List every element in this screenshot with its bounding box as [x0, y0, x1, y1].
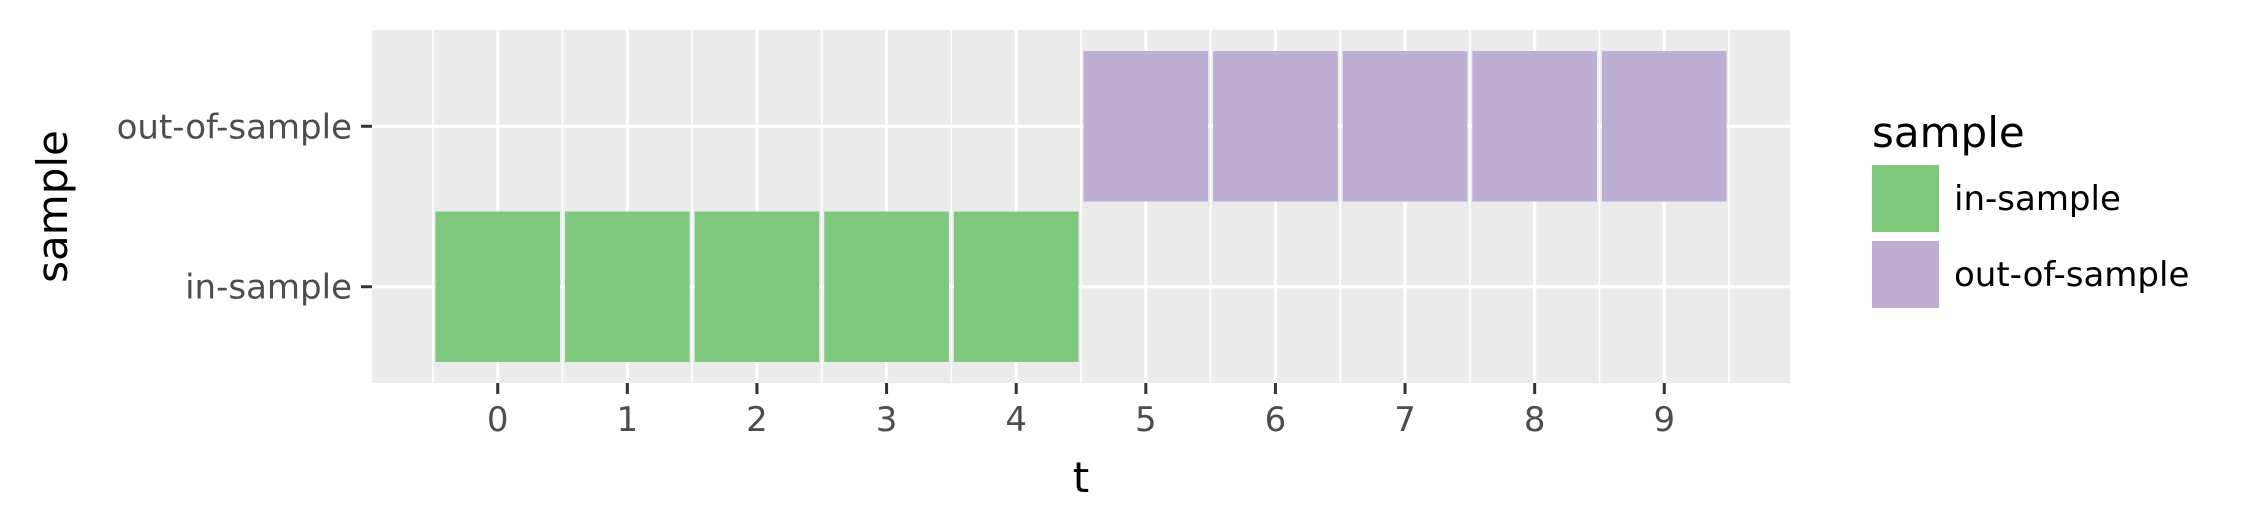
tile: [1601, 51, 1727, 202]
x-tick-label: 2: [746, 400, 768, 440]
tile: [1083, 51, 1209, 202]
tile: [953, 211, 1079, 362]
legend-title: sample: [1872, 108, 2025, 157]
x-tick-label: 4: [1005, 400, 1027, 440]
x-tick-label: 0: [487, 400, 509, 440]
tile: [565, 211, 690, 362]
x-tick-label: 3: [876, 400, 898, 440]
x-tick-label: 5: [1135, 400, 1157, 440]
x-tick-label: 6: [1265, 400, 1287, 440]
legend-key-swatch: [1872, 165, 1939, 232]
y-tick-label: in-sample: [185, 268, 352, 308]
y-axis-title: sample: [28, 130, 77, 283]
tile: [1342, 51, 1468, 202]
x-tick-label: 9: [1653, 400, 1675, 440]
x-tick-label: 8: [1524, 400, 1546, 440]
minor-gridlines-x: [432, 30, 1730, 383]
x-tick-label: 7: [1394, 400, 1416, 440]
tile: [1472, 51, 1597, 202]
tile: [824, 211, 949, 362]
tiles-layer: [435, 51, 1727, 362]
tile: [435, 211, 561, 362]
x-axis-title: t: [1073, 453, 1089, 502]
y-tick-label: out-of-sample: [117, 107, 352, 147]
legend-key-swatch: [1872, 241, 1939, 308]
legend: sample in-sample out-of-sample: [1872, 108, 2189, 308]
legend-label: out-of-sample: [1954, 255, 2189, 295]
y-axis: in-sample out-of-sample: [117, 107, 372, 308]
x-axis: 0 1 2 3 4 5 6 7 8 9: [487, 383, 1675, 440]
tile: [694, 211, 820, 362]
tile: [1213, 51, 1338, 202]
legend-label: in-sample: [1954, 179, 2121, 219]
x-tick-label: 1: [617, 400, 639, 440]
